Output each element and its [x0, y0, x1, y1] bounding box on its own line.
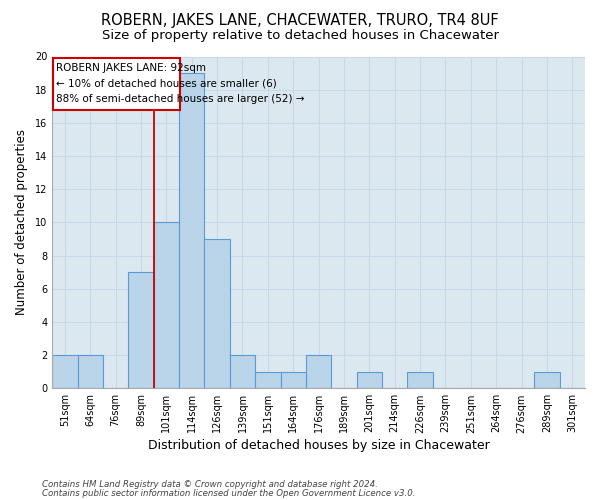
Text: Contains public sector information licensed under the Open Government Licence v3: Contains public sector information licen… [42, 488, 415, 498]
Bar [281, 372, 306, 388]
Bar [230, 355, 255, 388]
Bar [534, 372, 560, 388]
Bar [205, 239, 230, 388]
Text: Size of property relative to detached houses in Chacewater: Size of property relative to detached ho… [101, 28, 499, 42]
Bar [52, 355, 77, 388]
Text: ROBERN JAKES LANE: 92sqm
← 10% of detached houses are smaller (6)
88% of semi-de: ROBERN JAKES LANE: 92sqm ← 10% of detach… [56, 64, 305, 104]
Bar [255, 372, 281, 388]
Bar [356, 372, 382, 388]
Bar [407, 372, 433, 388]
Bar [179, 73, 205, 388]
Bar [128, 272, 154, 388]
Text: ROBERN, JAKES LANE, CHACEWATER, TRURO, TR4 8UF: ROBERN, JAKES LANE, CHACEWATER, TRURO, T… [101, 12, 499, 28]
Bar [306, 355, 331, 388]
Bar [154, 222, 179, 388]
Text: Contains HM Land Registry data © Crown copyright and database right 2024.: Contains HM Land Registry data © Crown c… [42, 480, 378, 489]
Bar [77, 355, 103, 388]
Y-axis label: Number of detached properties: Number of detached properties [15, 130, 28, 316]
X-axis label: Distribution of detached houses by size in Chacewater: Distribution of detached houses by size … [148, 440, 490, 452]
FancyBboxPatch shape [53, 58, 179, 110]
